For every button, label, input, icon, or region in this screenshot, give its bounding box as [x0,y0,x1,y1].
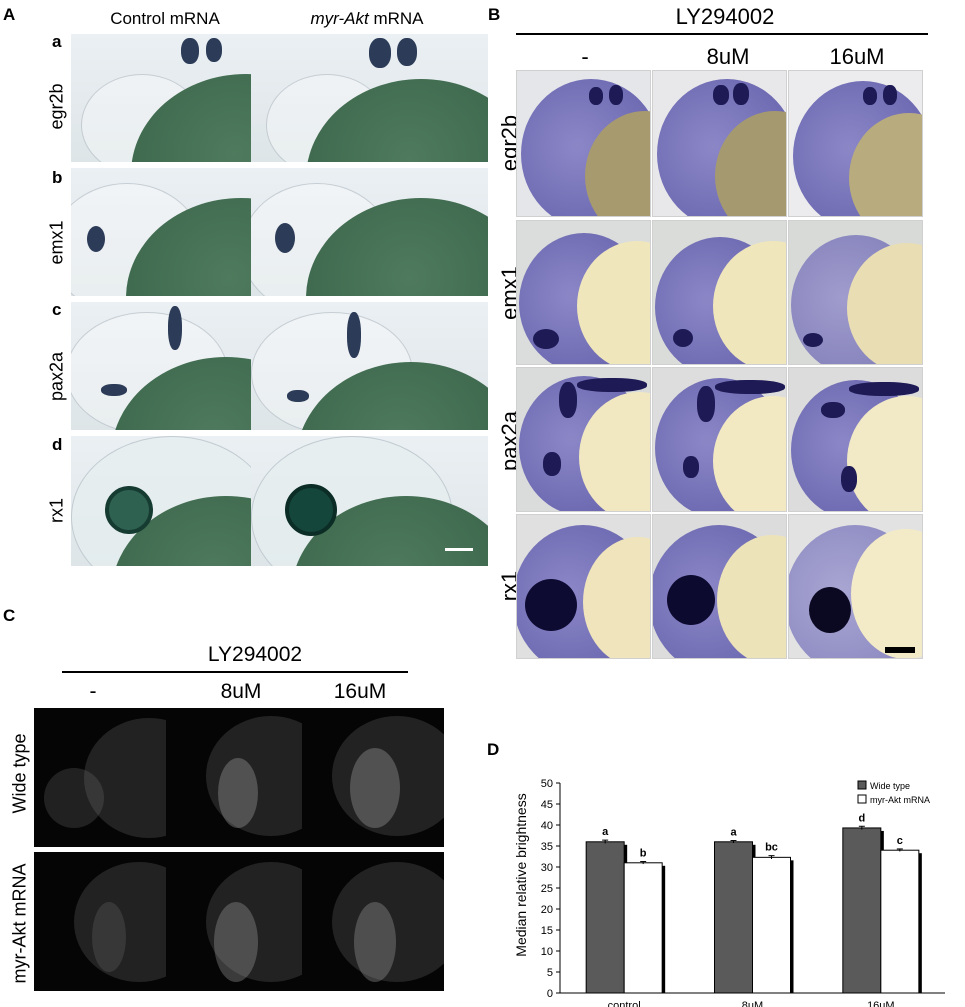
panel-b-dose-8um: 8uM [706,44,750,69]
y-tick-label: 50 [541,778,553,790]
bar-0-0 [585,841,625,994]
panel-b-image-rx1-8um [652,514,787,659]
panel-b-image-egr2b-16um [788,70,923,217]
panel-c-row-myr-akt: myr-Akt mRNA [9,863,30,984]
significance-letter: bc [765,842,778,854]
legend-swatch [857,780,867,790]
panel-c-image-myr-8um [166,852,308,991]
chart-bars: a b a bc d c [585,812,922,994]
panel-a-image-myr-emx1 [251,168,488,296]
panel-b-dose-none: - [581,44,589,69]
panel-c-image-wt-16um [302,708,444,847]
panel-a-col-header-myr: myr-Akt mRNA [282,9,452,29]
significance-letter: d [858,812,865,824]
legend-swatch [857,794,867,804]
y-tick-label: 10 [541,946,553,958]
bar-0-1 [714,841,753,994]
legend-label: Wide type [870,781,910,791]
significance-letter: a [730,827,737,839]
bar-1-0 [623,862,663,994]
panel-a-col-header-myr-italic: myr-Akt [310,9,369,28]
panel-a-col-header-control: Control mRNA [110,9,220,28]
y-tick-label: 30 [541,862,553,874]
y-tick-label: 45 [541,799,553,811]
panel-b-dose-16um: 16uM [829,44,885,69]
panel-a-row-letter-a: a [52,32,62,51]
panel-a-image-myr-egr2b [251,34,488,162]
panel-d-chart: Median relative brightness 0 5 10 15 20 25 30 3… [513,778,945,1007]
bar-1-2 [880,849,920,994]
panel-c-row-wild-type: Wide type [9,733,30,814]
panel-a-image-myr-pax2a [251,302,488,430]
panel-c-treatment-line [62,671,408,673]
panel-b-treatment-line [516,33,928,35]
y-tick-label: 25 [541,883,553,895]
panel-b-image-emx1-control [516,220,651,365]
x-tick-label: 8uM [742,1000,763,1007]
panel-c-dose-8um: 8uM [220,680,262,703]
chart-legend: Wide type myr-Akt mRNA [857,780,930,805]
bar-1-1 [752,856,791,994]
panel-c-image-wt-8um [166,708,308,847]
panel-d-label: D [487,740,500,759]
chart-y-axis: 0 5 10 15 20 25 30 35 40 45 50 [541,778,561,1000]
bar-0-2 [842,827,882,994]
legend-label: myr-Akt mRNA [870,795,930,805]
panel-c-treatment-label: LY294002 [207,643,303,666]
y-tick-label: 40 [541,820,553,832]
significance-letter: b [640,848,647,860]
panel-a-col-header-mrna: mRNA [373,9,424,28]
panel-b-image-egr2b-8um [652,70,787,217]
panel-b-treatment-label: LY294002 [675,4,775,29]
panel-c-image-wt-control [34,708,176,847]
panel-b-image-pax2a-16um [788,367,923,512]
panel-b-label: B [488,5,501,24]
significance-letter: a [602,826,609,838]
panel-a-label: A [3,5,16,24]
panel-a-row-letter-c: c [52,300,62,319]
panel-a-image-myr-rx1 [251,436,488,566]
panel-a-gene-egr2b: egr2b [46,83,67,130]
chart-x-axis: control 8uM 16uM [560,992,945,1007]
y-tick-label: 15 [541,925,553,937]
chart-ylabel: Median relative brightness [513,793,529,956]
panel-b-image-emx1-16um [788,220,923,365]
panel-b-image-egr2b-control [516,70,651,217]
panel-a-row-letter-d: d [52,435,63,454]
panel-b-image-emx1-8um [652,220,787,365]
panel-a-gene-emx1: emx1 [46,220,67,265]
panel-c-dose-none: - [89,680,97,703]
significance-letter: c [897,835,903,847]
panel-a-gene-rx1: rx1 [46,498,67,524]
y-tick-label: 20 [541,904,553,916]
panel-c-image-myr-control [34,852,176,991]
panel-b-image-pax2a-8um [652,367,787,512]
y-tick-label: 5 [547,967,553,979]
panel-c-image-myr-16um [302,852,444,991]
panel-c-dose-16um: 16uM [333,680,387,703]
panel-b-image-pax2a-control [516,367,651,512]
panel-b-scale-bar [885,647,915,653]
x-tick-label: control [608,1000,641,1007]
panel-a-scale-bar [445,548,473,551]
y-tick-label: 35 [541,841,553,853]
panel-a-row-letter-b: b [52,168,63,187]
y-tick-label: 0 [547,988,553,1000]
panel-b-image-rx1-16um [788,514,923,659]
panel-b-image-rx1-control [516,514,651,659]
panel-c-label: C [3,606,16,625]
panel-a-gene-pax2a: pax2a [46,351,67,402]
x-tick-label: 16uM [867,1000,895,1007]
